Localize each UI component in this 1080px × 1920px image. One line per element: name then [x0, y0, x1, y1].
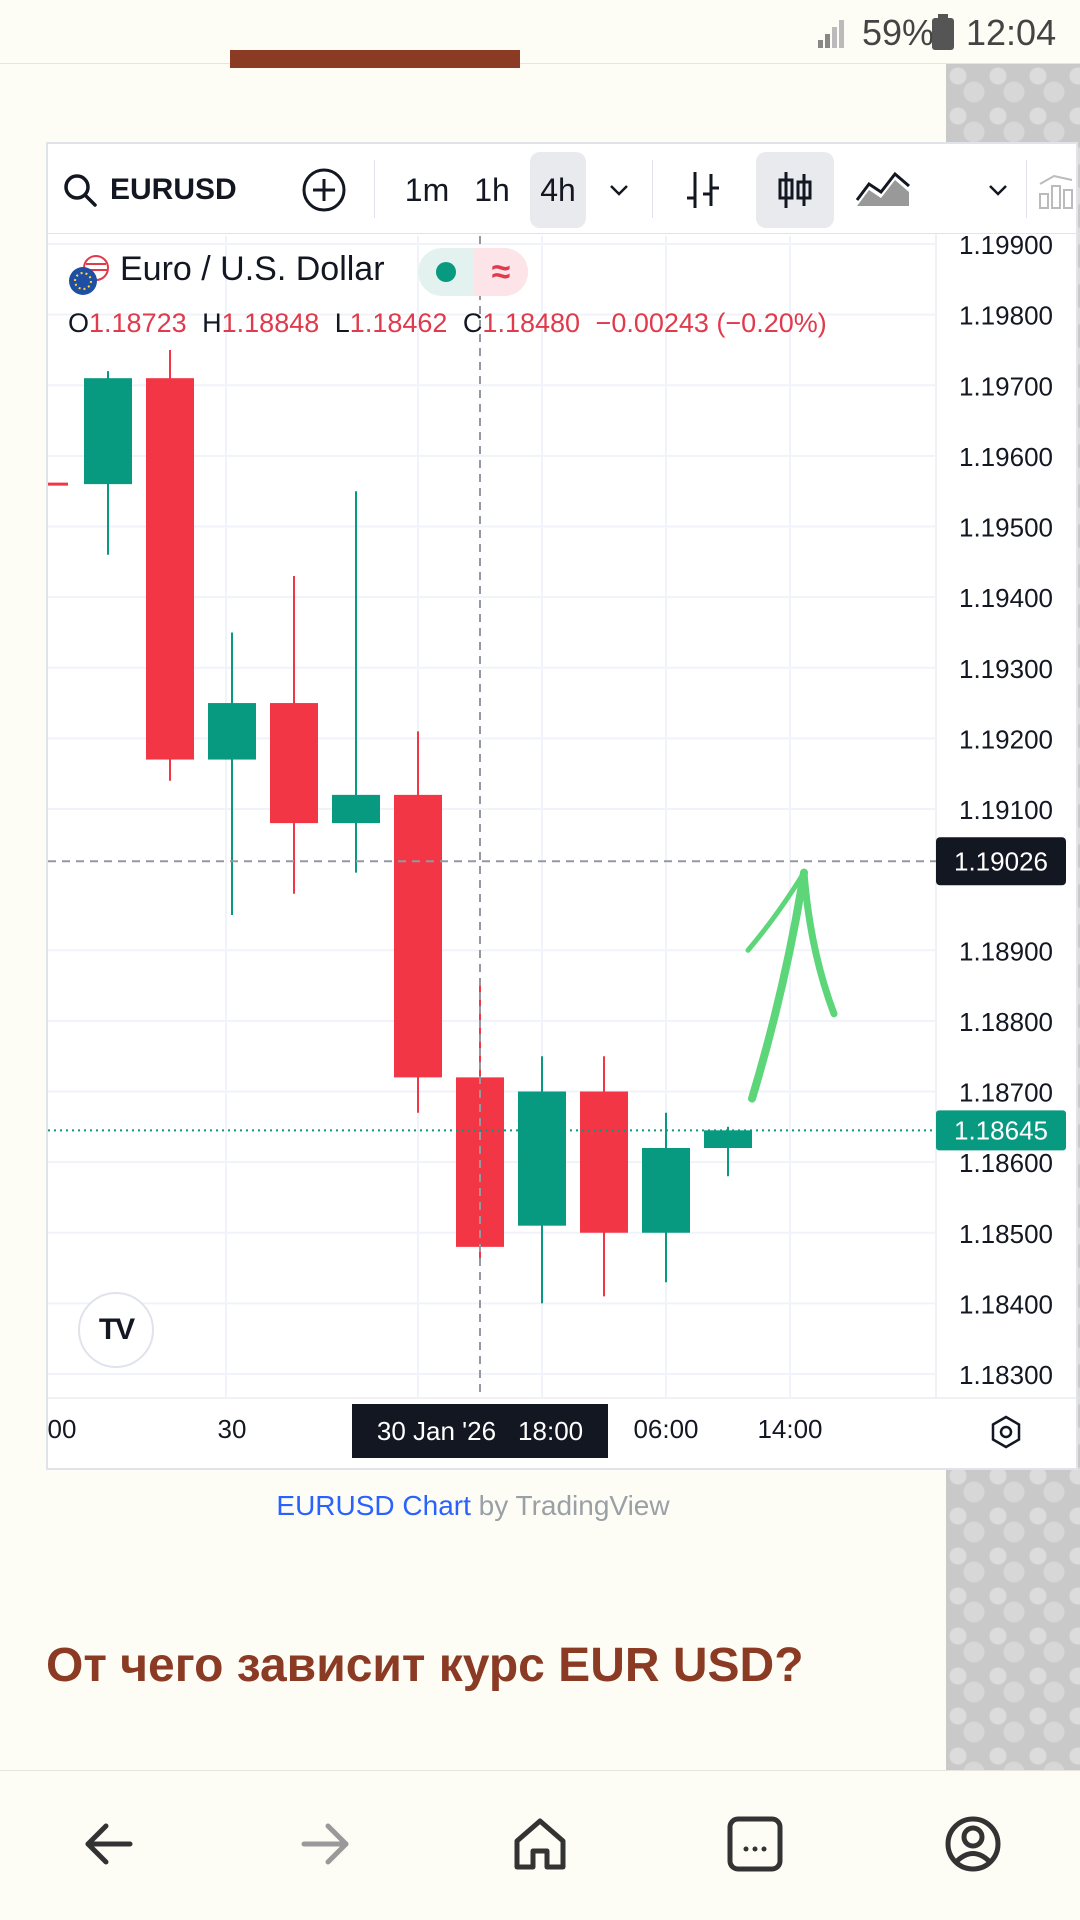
bar-chart-icon	[1039, 174, 1073, 209]
candle-body	[270, 703, 318, 824]
y-tick-label: 1.19200	[959, 724, 1053, 754]
home-icon[interactable]	[505, 1809, 575, 1879]
last-price-label: 1.18645	[954, 1115, 1048, 1145]
drawn-arrow-left-head	[745, 870, 807, 953]
x-tick-label: 14:00	[757, 1414, 822, 1444]
candlestick-icon	[778, 172, 812, 208]
clock: 12:04	[966, 12, 1057, 53]
tabs-icon[interactable]	[720, 1809, 790, 1879]
search-icon	[64, 174, 97, 207]
x-tick-label: 00	[48, 1414, 76, 1444]
chevron-down-icon	[989, 185, 1007, 196]
y-tick-label: 1.18600	[959, 1148, 1053, 1178]
browser-bottom-nav	[0, 1770, 1080, 1920]
open-value: 1.18723	[89, 308, 187, 338]
crosshair-price-badge	[936, 837, 1066, 886]
drawn-arrow-right-head	[800, 869, 838, 1018]
plus-circle-icon	[302, 168, 346, 212]
x-tick-label: 30	[218, 1414, 247, 1444]
candle-body	[704, 1130, 752, 1148]
legend-ohlc: O1.18723 H1.18848 L1.18462 C1.18480 −0.0…	[68, 308, 827, 339]
indicators-button[interactable]	[848, 152, 918, 228]
y-tick-label: 1.19300	[959, 654, 1053, 684]
close-label: C	[462, 308, 483, 338]
y-tick-label: 1.18800	[959, 1007, 1053, 1037]
interval-4h[interactable]: 4h	[530, 152, 586, 228]
toolbar-separator	[652, 160, 653, 218]
chevron-down-icon	[610, 185, 628, 196]
caption-rest: by TradingView	[470, 1490, 670, 1521]
previous-heading-fragment	[230, 50, 520, 68]
candle-body	[580, 1091, 628, 1233]
y-tick-label: 1.19500	[959, 513, 1053, 543]
y-tick-label: 1.19100	[959, 795, 1053, 825]
chart-canvas[interactable]: 1.19900 1.19800 1.19700 1.19600 1.19500 1.194…	[48, 144, 1080, 1472]
legend-symbol-title: Euro / U.S. Dollar	[120, 250, 385, 288]
y-tick-label: 1.18700	[959, 1078, 1053, 1108]
chart-link[interactable]: EURUSD Chart	[276, 1490, 471, 1521]
candle-body	[208, 703, 256, 760]
low-value: 1.18462	[349, 308, 448, 338]
open-label: O	[68, 308, 90, 338]
settings-icon[interactable]	[988, 1414, 1024, 1450]
forward-arrow-icon[interactable]	[290, 1809, 360, 1879]
y-tick-label: 1.18900	[959, 936, 1053, 966]
bar-style-button[interactable]	[668, 152, 738, 228]
tradingview-logo[interactable]: TV	[78, 1292, 154, 1368]
last-price-badge	[936, 1110, 1066, 1151]
interval-dropdown[interactable]	[596, 152, 642, 228]
market-open-dot-icon	[436, 262, 456, 282]
battery-icon	[932, 14, 954, 50]
y-tick-label: 1.18500	[959, 1219, 1053, 1249]
battery-percent: 59%	[862, 12, 935, 53]
interval-1h[interactable]: 1h	[474, 171, 510, 208]
crosshair-hour: 18:00	[518, 1415, 584, 1446]
crosshair-time-badge: 30 Jan '26 18:00	[352, 1404, 608, 1458]
y-tick-label: 1.18300	[959, 1360, 1053, 1390]
change-value: −0.00243 (−0.20%)	[595, 308, 827, 338]
crosshair-price-label: 1.19026	[954, 846, 1048, 876]
candle-body	[394, 794, 442, 1078]
interval-1m[interactable]: 1m	[404, 171, 450, 208]
toolbar-separator	[374, 160, 375, 218]
back-arrow-icon[interactable]	[74, 1809, 144, 1879]
candle-body	[146, 378, 194, 760]
y-tick-label: 1.19800	[959, 301, 1053, 331]
chart-caption: EURUSD Chart by TradingView	[0, 1490, 946, 1522]
candle-body	[332, 794, 380, 824]
chart-toolbar: EURUSD 1m 1h 4h	[48, 144, 1080, 234]
chart-type-dropdown[interactable]	[978, 152, 1018, 228]
candles-style-button[interactable]	[756, 152, 834, 228]
y-tick-label: 1.19400	[959, 583, 1053, 613]
area-chart-icon	[855, 171, 910, 206]
candle-body	[518, 1091, 566, 1226]
ohlc-bars-icon	[687, 172, 719, 208]
candle-body	[642, 1148, 690, 1233]
toolbar-separator	[1026, 160, 1027, 218]
symbol-search-button[interactable]: EURUSD	[62, 152, 258, 228]
y-tick-label: 1.19900	[959, 230, 1053, 260]
y-tick-label: 1.19700	[959, 371, 1053, 401]
delayed-data-icon: ≈	[474, 248, 528, 296]
close-value: 1.18480	[482, 308, 581, 338]
y-tick-label: 1.18400	[959, 1289, 1053, 1319]
market-status-pill[interactable]: ≈	[418, 248, 528, 296]
low-label: L	[334, 308, 350, 338]
compare-button[interactable]	[296, 152, 352, 228]
more-tools-button[interactable]	[1034, 152, 1078, 228]
high-value: 1.18848	[221, 308, 320, 338]
x-tick-label: 06:00	[633, 1414, 698, 1444]
eu-us-flag-icon	[69, 255, 109, 295]
status-bar: 59% 12:04	[0, 0, 1080, 64]
high-label: H	[202, 308, 222, 338]
symbol-label: EURUSD	[110, 173, 237, 206]
candle-body	[84, 378, 132, 485]
signal-icon	[818, 20, 844, 48]
y-tick-label: 1.19600	[959, 442, 1053, 472]
chart-widget[interactable]: 1.19900 1.19800 1.19700 1.19600 1.19500 1.194…	[46, 142, 1080, 1472]
drawn-arrow-shaft	[748, 868, 808, 1103]
section-heading: От чего зависит курс EUR USD?	[46, 1639, 804, 1692]
crosshair-date: 30 Jan '26	[376, 1415, 497, 1446]
account-icon[interactable]	[938, 1809, 1008, 1879]
